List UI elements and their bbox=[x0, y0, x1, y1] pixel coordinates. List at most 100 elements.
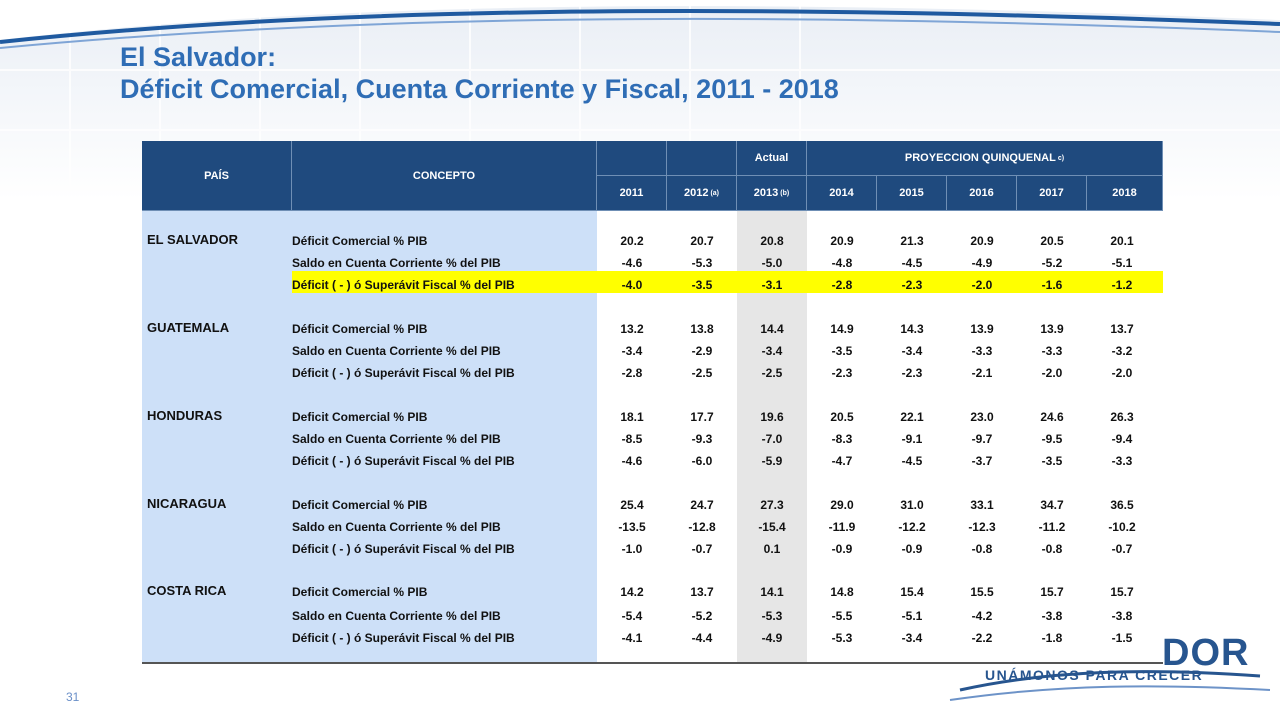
concept-label: Saldo en Cuenta Corriente % del PIB bbox=[292, 432, 501, 446]
year-note: (b) bbox=[780, 189, 790, 197]
table-cell: -1.8 bbox=[1041, 631, 1063, 645]
table-cell: 15.7 bbox=[1110, 585, 1134, 599]
table-cell: -5.3 bbox=[761, 609, 783, 623]
table-cell: -5.1 bbox=[1111, 256, 1133, 270]
table-cell: -4.6 bbox=[621, 454, 643, 468]
header-concepto: CONCEPTO bbox=[292, 141, 597, 211]
table-cell: -3.4 bbox=[761, 344, 783, 358]
table-cell: 25.4 bbox=[620, 498, 644, 512]
table-cell: 15.7 bbox=[1040, 585, 1064, 599]
table-cell: -0.8 bbox=[1041, 542, 1063, 556]
concept-label: Déficit ( - ) ó Superávit Fiscal % del P… bbox=[292, 542, 515, 556]
concept-label: Déficit ( - ) ó Superávit Fiscal % del P… bbox=[292, 278, 515, 292]
logo-text: DOR bbox=[1162, 632, 1250, 674]
title-line-1: El Salvador: bbox=[120, 42, 277, 72]
table-cell: 20.5 bbox=[1040, 234, 1064, 248]
table-cell: -2.1 bbox=[971, 366, 993, 380]
table-cell: -12.3 bbox=[968, 520, 996, 534]
table-cell: -4.5 bbox=[901, 256, 923, 270]
table-cell: -2.5 bbox=[761, 366, 783, 380]
table-cell: 23.0 bbox=[970, 410, 994, 424]
table-cell: 17.7 bbox=[690, 410, 714, 424]
header-year: 2015 bbox=[877, 176, 947, 211]
table-cell: 33.1 bbox=[970, 498, 994, 512]
year-note: (a) bbox=[710, 189, 720, 197]
concept-label: Déficit Comercial % PIB bbox=[292, 234, 428, 248]
header-actual: Actual bbox=[737, 141, 807, 176]
table-cell: -10.2 bbox=[1108, 520, 1136, 534]
table-cell: -2.9 bbox=[691, 344, 713, 358]
concept-label: Saldo en Cuenta Corriente % del PIB bbox=[292, 344, 501, 358]
header-year: 2018 bbox=[1087, 176, 1163, 211]
table-cell: -4.9 bbox=[971, 256, 993, 270]
header-pais: PAÍS bbox=[142, 141, 292, 211]
table-cell: -3.1 bbox=[761, 278, 783, 292]
country-label: HONDURAS bbox=[147, 408, 223, 423]
title-line-2: Déficit Comercial, Cuenta Corriente y Fi… bbox=[120, 73, 839, 104]
data-table: PAÍS CONCEPTO Actual PROYECCION QUINQUENAL c… bbox=[142, 141, 1163, 664]
concept-label: Deficit Comercial % PIB bbox=[292, 410, 428, 424]
concept-label: Saldo en Cuenta Corriente % del PIB bbox=[292, 520, 501, 534]
table-cell: -12.8 bbox=[688, 520, 716, 534]
table-cell: -4.1 bbox=[621, 631, 643, 645]
table-cell: -8.3 bbox=[831, 432, 853, 446]
table-cell: 24.7 bbox=[690, 498, 714, 512]
table-cell: 14.3 bbox=[900, 322, 924, 336]
header-year: 2012 (a) bbox=[667, 176, 737, 211]
table-cell: -5.9 bbox=[761, 454, 783, 468]
slide-title: El Salvador: Déficit Comercial, Cuenta C… bbox=[120, 42, 839, 106]
table-cell: -4.8 bbox=[831, 256, 853, 270]
table-cell: 26.3 bbox=[1110, 410, 1134, 424]
table-cell: -3.4 bbox=[901, 631, 923, 645]
table-cell: 20.8 bbox=[760, 234, 784, 248]
table-cell: 14.1 bbox=[760, 585, 784, 599]
concept-label: Saldo en Cuenta Corriente % del PIB bbox=[292, 609, 501, 623]
table-cell: -3.5 bbox=[831, 344, 853, 358]
table-cell: 34.7 bbox=[1040, 498, 1064, 512]
table-cell: 36.5 bbox=[1110, 498, 1134, 512]
table-cell: -3.8 bbox=[1111, 609, 1133, 623]
concept-label: Deficit Comercial % PIB bbox=[292, 585, 428, 599]
table-cell: -2.3 bbox=[901, 366, 923, 380]
table-cell: 18.1 bbox=[620, 410, 644, 424]
concept-label: Deficit Comercial % PIB bbox=[292, 498, 428, 512]
table-cell: -5.5 bbox=[831, 609, 853, 623]
table-cell: -0.8 bbox=[971, 542, 993, 556]
table-cell: 15.5 bbox=[970, 585, 994, 599]
concept-label: Déficit ( - ) ó Superávit Fiscal % del P… bbox=[292, 454, 515, 468]
table-cell: -0.7 bbox=[1111, 542, 1133, 556]
table-cell: -2.2 bbox=[971, 631, 993, 645]
table-cell: -5.2 bbox=[1041, 256, 1063, 270]
table-cell: 13.8 bbox=[690, 322, 714, 336]
table-cell: 20.9 bbox=[830, 234, 854, 248]
table-cell: -9.5 bbox=[1041, 432, 1063, 446]
country-label: EL SALVADOR bbox=[147, 232, 239, 247]
concept-label: Déficit ( - ) ó Superávit Fiscal % del P… bbox=[292, 366, 515, 380]
header-blank-1 bbox=[597, 141, 667, 176]
table-cell: -8.5 bbox=[621, 432, 643, 446]
table-cell: -9.7 bbox=[971, 432, 993, 446]
slogan: UNÁMONOS PARA CRECER bbox=[985, 667, 1204, 683]
table-cell: -0.9 bbox=[831, 542, 853, 556]
table-cell: 20.9 bbox=[970, 234, 994, 248]
table-cell: -3.3 bbox=[1111, 454, 1133, 468]
table-cell: -2.0 bbox=[1111, 366, 1133, 380]
table-cell: -9.4 bbox=[1111, 432, 1133, 446]
table-cell: 14.9 bbox=[830, 322, 854, 336]
table-cell: 13.9 bbox=[1040, 322, 1064, 336]
highlight-row-bg bbox=[292, 271, 1163, 293]
table-cell: 22.1 bbox=[900, 410, 924, 424]
table-cell: -3.4 bbox=[901, 344, 923, 358]
table-cell: 13.7 bbox=[1110, 322, 1134, 336]
table-cell: -3.5 bbox=[691, 278, 713, 292]
header-year: 2013 (b) bbox=[737, 176, 807, 211]
table-cell: -2.0 bbox=[1041, 366, 1063, 380]
header-year: 2014 bbox=[807, 176, 877, 211]
table-cell: -2.8 bbox=[621, 366, 643, 380]
table-cell: -4.7 bbox=[831, 454, 853, 468]
country-label: COSTA RICA bbox=[147, 583, 227, 598]
table-cell: -0.7 bbox=[691, 542, 713, 556]
table-cell: -5.4 bbox=[621, 609, 643, 623]
table-cell: -3.5 bbox=[1041, 454, 1063, 468]
table-cell: -1.2 bbox=[1111, 278, 1133, 292]
